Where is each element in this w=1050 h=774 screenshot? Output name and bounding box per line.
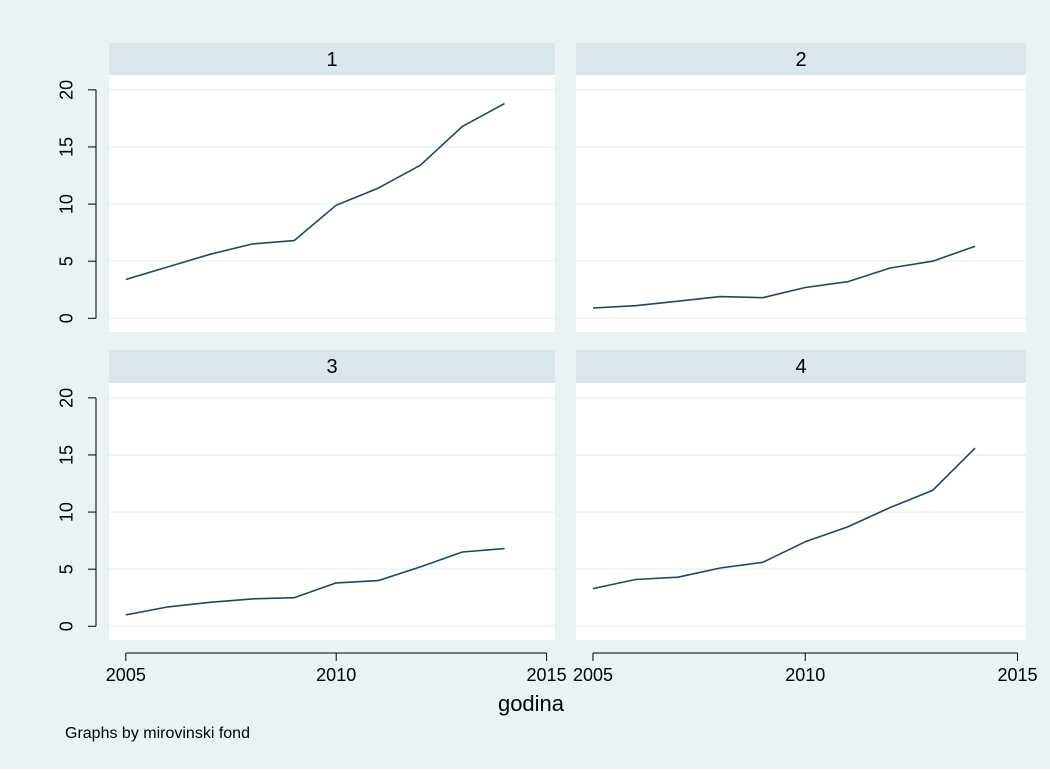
series-line [592,447,976,590]
series-line [125,102,505,281]
panel-3: 3 0 5 10 15 20 2005 2010 2015 [56,350,567,685]
panel-2: 2 [576,43,1026,332]
y-tick-label: 20 [56,388,76,408]
y-tick-label: 10 [56,502,76,522]
y-tick-label: 15 [56,137,76,157]
x-tick-label: 2015 [997,665,1037,685]
y-tick-label: 10 [56,194,76,214]
chart-note: Graphs by mirovinski fond [65,725,250,742]
y-tick-label: 5 [56,564,76,574]
panel-label: 3 [326,356,337,378]
y-tick-label: 0 [56,313,76,323]
series-line [592,245,976,309]
panel-label: 2 [795,49,806,71]
x-tick-label: 2010 [785,665,825,685]
series-line [125,547,505,616]
panel-4: 4 2005 2010 2015 [573,350,1038,685]
y-tick-label: 0 [56,621,76,631]
panel-label: 1 [326,49,337,71]
panel-label: 4 [795,356,806,378]
panel-strip [109,350,555,383]
panel-strip [576,43,1026,75]
y-tick-label: 20 [56,80,76,100]
x-axis-title: godina [498,691,565,716]
x-tick-label: 2005 [573,665,613,685]
panel-strip [576,350,1026,383]
x-tick-label: 2010 [316,665,356,685]
x-tick-label: 2015 [527,665,567,685]
panel-strip [109,43,555,75]
y-tick-label: 5 [56,256,76,266]
y-tick-label: 15 [56,445,76,465]
x-tick-label: 2005 [106,665,146,685]
